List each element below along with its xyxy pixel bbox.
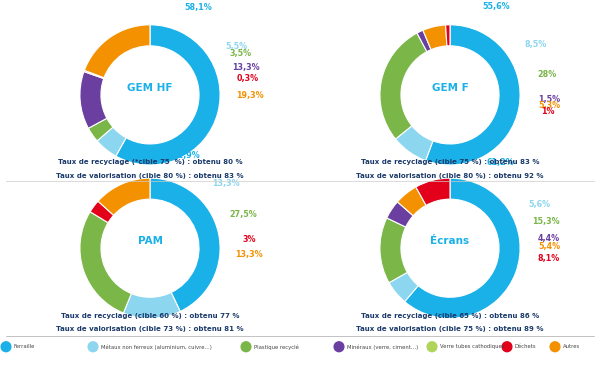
Text: GEM HF: GEM HF [127, 83, 173, 93]
Wedge shape [397, 187, 426, 216]
Text: 0,3%: 0,3% [237, 74, 259, 83]
Text: 15,3%: 15,3% [532, 217, 560, 226]
Text: 8,1%: 8,1% [538, 254, 560, 263]
Wedge shape [380, 33, 427, 139]
Text: 1%: 1% [541, 107, 555, 116]
Wedge shape [90, 201, 113, 223]
Wedge shape [97, 127, 126, 156]
Wedge shape [389, 272, 418, 301]
Circle shape [502, 342, 512, 352]
Text: 42,9%: 42,9% [173, 151, 200, 160]
Circle shape [550, 342, 560, 352]
Text: GEM F: GEM F [431, 83, 469, 93]
Text: 61,2%: 61,2% [487, 158, 515, 167]
Text: 1,5%: 1,5% [538, 95, 560, 104]
Text: 4,4%: 4,4% [538, 234, 560, 243]
Circle shape [427, 342, 437, 352]
Text: Taux de valorisation (cible 75 %) : obtenu 89 %: Taux de valorisation (cible 75 %) : obte… [356, 326, 544, 332]
Text: Métaux non ferreux (aluminium, cuivre…): Métaux non ferreux (aluminium, cuivre…) [101, 344, 212, 350]
Wedge shape [446, 25, 450, 46]
Text: Minéraux (verre, ciment…): Minéraux (verre, ciment…) [347, 344, 418, 350]
Text: 5,5%: 5,5% [226, 42, 248, 51]
Text: 13,3%: 13,3% [232, 62, 259, 72]
Text: PAM: PAM [137, 236, 163, 246]
Circle shape [334, 342, 344, 352]
Text: Taux de recyclage (*cible 75  %) : obtenu 80 %: Taux de recyclage (*cible 75 %) : obtenu… [58, 160, 242, 165]
Wedge shape [80, 72, 107, 128]
Text: Déchets: Déchets [515, 344, 536, 349]
Wedge shape [404, 178, 520, 318]
Wedge shape [417, 30, 431, 51]
Wedge shape [98, 178, 150, 215]
Wedge shape [84, 70, 104, 78]
Text: Taux de recyclage (cible 60 %) : obtenu 77 %: Taux de recyclage (cible 60 %) : obtenu … [61, 313, 239, 319]
Text: 3,5%: 3,5% [229, 49, 251, 58]
Text: Taux de recyclage (cible 65 %) : obtenu 86 %: Taux de recyclage (cible 65 %) : obtenu … [361, 313, 539, 319]
Text: Autres: Autres [563, 344, 580, 349]
Text: 5,4%: 5,4% [538, 242, 560, 251]
Wedge shape [423, 25, 447, 50]
Text: 27,5%: 27,5% [230, 210, 257, 219]
Text: 19,3%: 19,3% [236, 91, 263, 100]
Text: 3%: 3% [242, 235, 256, 245]
Text: Taux de recyclage (cible 75 %) : obtenu 83 %: Taux de recyclage (cible 75 %) : obtenu … [361, 160, 539, 165]
Wedge shape [116, 25, 220, 165]
Text: Plastique recyclé: Plastique recyclé [254, 344, 299, 350]
Text: Écrans: Écrans [430, 236, 470, 246]
Text: Verre tubes cathodiques: Verre tubes cathodiques [440, 344, 504, 349]
Wedge shape [80, 212, 131, 313]
Wedge shape [85, 25, 150, 78]
Text: 28%: 28% [538, 70, 557, 79]
Text: Taux de valorisation (cible 80 %) : obtenu 83 %: Taux de valorisation (cible 80 %) : obte… [56, 173, 244, 179]
Wedge shape [416, 178, 450, 205]
Text: 58,1%: 58,1% [184, 3, 212, 12]
Text: 13,3%: 13,3% [212, 179, 239, 188]
Text: 13,3%: 13,3% [236, 250, 263, 258]
Text: 55,6%: 55,6% [482, 2, 510, 11]
Circle shape [88, 342, 98, 352]
Text: 5,3%: 5,3% [538, 101, 560, 110]
Wedge shape [395, 126, 433, 161]
Circle shape [241, 342, 251, 352]
Wedge shape [88, 118, 113, 141]
Wedge shape [380, 218, 407, 283]
Text: Taux de valorisation (cible 73 %) : obtenu 81 %: Taux de valorisation (cible 73 %) : obte… [56, 326, 244, 332]
Text: 8,5%: 8,5% [525, 41, 547, 49]
Text: Taux de valorisation (cible 80 %) : obtenu 92 %: Taux de valorisation (cible 80 %) : obte… [356, 173, 544, 179]
Text: Ferraille: Ferraille [14, 344, 35, 349]
Wedge shape [425, 25, 520, 165]
Text: 5,6%: 5,6% [529, 200, 551, 209]
Wedge shape [150, 178, 220, 311]
Wedge shape [124, 292, 180, 318]
Circle shape [1, 342, 11, 352]
Wedge shape [387, 202, 413, 227]
